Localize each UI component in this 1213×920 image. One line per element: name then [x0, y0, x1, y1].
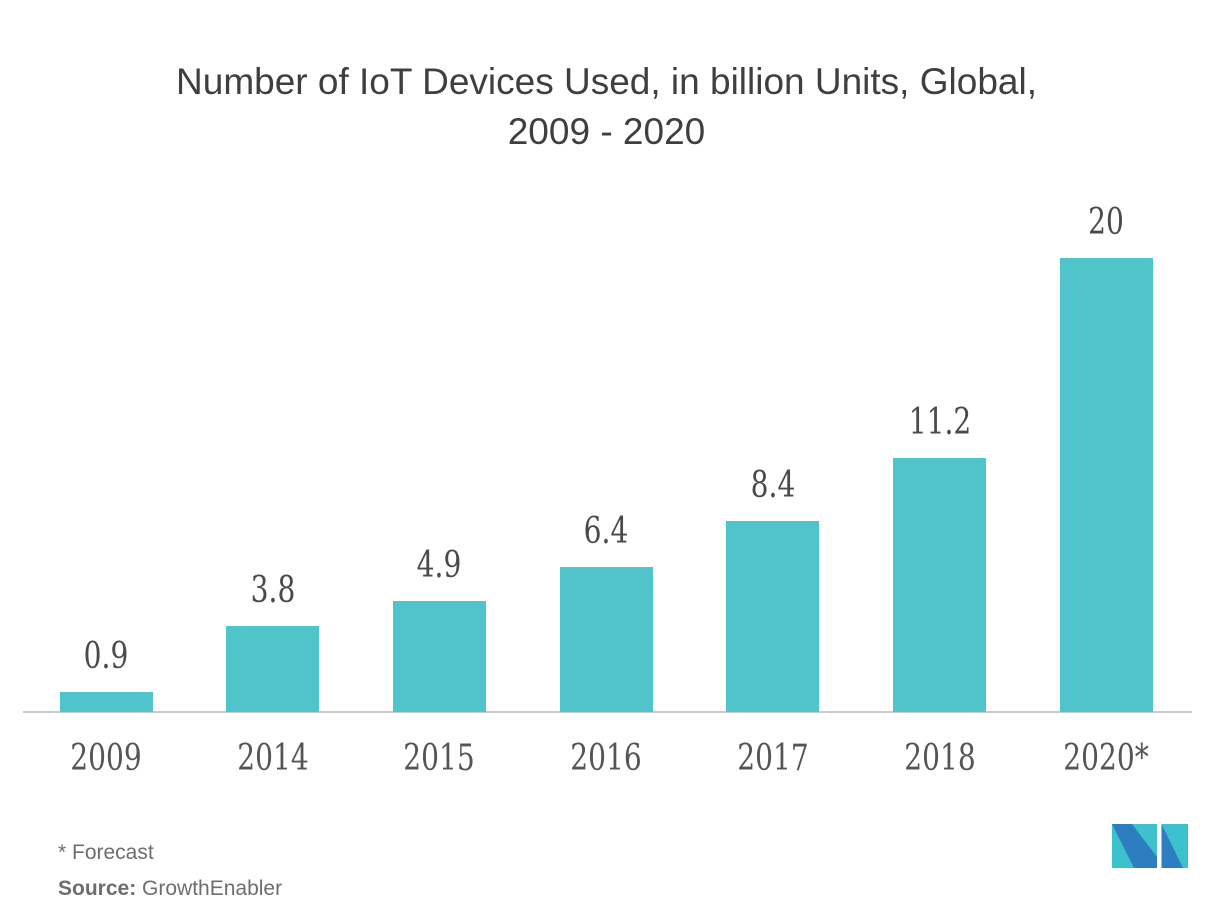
bar-2018	[893, 458, 986, 712]
bar-value-label-2016: 6.4	[583, 511, 629, 552]
source-value: GrowthEnabler	[142, 877, 283, 900]
chart-title-line1: Number of IoT Devices Used, in billion U…	[176, 61, 1037, 102]
bar-2009	[59, 692, 153, 712]
bar-2014	[226, 626, 320, 712]
logo-left-blue-band	[1112, 824, 1157, 868]
x-axis-line	[23, 711, 1192, 713]
bar-value-label-2018: 11.2	[908, 402, 971, 443]
bar-value-label-2020: 20	[1088, 202, 1125, 243]
bar-2016	[559, 567, 653, 712]
x-tick-label-2014: 2014	[236, 738, 309, 779]
logo-right-blue-triangle	[1161, 824, 1183, 868]
bar-value-label-2014: 3.8	[250, 570, 296, 611]
forecast-note: * Forecast	[58, 841, 154, 864]
source-label: Source:	[58, 877, 137, 900]
x-tick-label-2016: 2016	[570, 738, 642, 779]
bar-2020	[1059, 258, 1153, 712]
bar-value-label-2017: 8.4	[750, 465, 796, 506]
x-tick-label-2018: 2018	[903, 738, 976, 779]
bar-2015	[392, 601, 486, 712]
chart-title: Number of IoT Devices Used, in billion U…	[0, 57, 1213, 157]
footnote-block: * Forecast Source: GrowthEnabler	[58, 835, 282, 907]
bar-2017	[726, 521, 820, 712]
x-tick-label-2020: 2020*	[1063, 738, 1149, 779]
mordor-intelligence-logo	[1112, 824, 1188, 868]
x-tick-label-2009: 2009	[70, 738, 142, 779]
x-tick-label-2017: 2017	[737, 738, 809, 779]
x-tick-label-2015: 2015	[403, 738, 476, 779]
source-note: Source: GrowthEnabler	[58, 871, 282, 907]
bar-value-label-2009: 0.9	[83, 636, 129, 677]
chart-title-line2: 2009 - 2020	[507, 111, 706, 152]
bar-value-label-2015: 4.9	[417, 545, 462, 586]
